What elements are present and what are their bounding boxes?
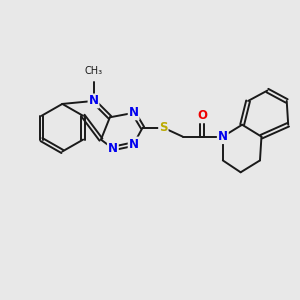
Text: N: N	[88, 94, 98, 107]
Text: N: N	[108, 142, 118, 155]
Text: N: N	[129, 106, 139, 119]
Text: N: N	[218, 130, 228, 143]
Text: CH₃: CH₃	[85, 66, 103, 76]
Text: O: O	[197, 109, 207, 122]
Text: N: N	[129, 138, 139, 151]
Text: S: S	[159, 121, 168, 134]
